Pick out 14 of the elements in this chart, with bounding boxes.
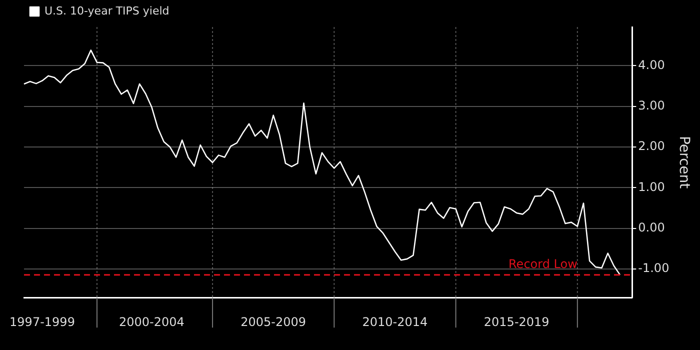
y-tick-label: 0.00 (638, 220, 665, 235)
y-axis-title: Percent (676, 136, 692, 190)
y-tick-label: 2.00 (638, 139, 665, 154)
y-tick-label: 3.00 (638, 98, 665, 112)
x-tick-label: 1997-1999 (10, 314, 75, 329)
y-tick-label: -1.00 (638, 261, 670, 276)
y-tick-label: 1.00 (638, 180, 665, 194)
ref-line-label: Record Low (508, 256, 578, 271)
x-tick-label: 2000-2004 (119, 314, 184, 329)
x-tick-label: 2005-2009 (240, 314, 306, 329)
x-tick-label: 2015-2019 (484, 314, 550, 329)
legend-label: U.S. 10-year TIPS yield (44, 4, 170, 18)
y-tick-label: 4.00 (638, 58, 665, 72)
x-tick-label: 2010-2014 (362, 314, 428, 329)
